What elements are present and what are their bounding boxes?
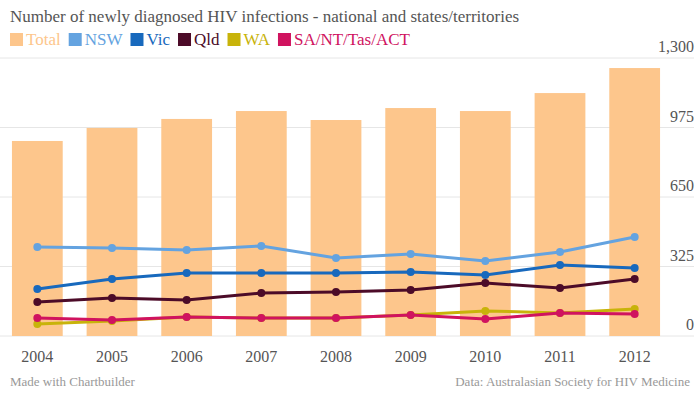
bar xyxy=(236,111,287,336)
x-tick-label: 2008 xyxy=(320,348,352,365)
point xyxy=(257,314,265,322)
line xyxy=(37,309,634,324)
marks xyxy=(12,68,660,336)
x-tick-label: 2007 xyxy=(245,348,277,365)
point xyxy=(481,257,489,265)
point xyxy=(631,233,639,241)
point xyxy=(108,275,116,283)
x-tick-label: 2009 xyxy=(395,348,427,365)
point xyxy=(33,285,41,293)
point xyxy=(556,284,564,292)
point xyxy=(556,248,564,256)
y-tick-label: 0 xyxy=(686,316,694,333)
chart: Number of newly diagnosed HIV infections… xyxy=(0,0,700,394)
x-tick-label: 2012 xyxy=(619,348,651,365)
bar xyxy=(311,120,362,336)
point xyxy=(257,242,265,250)
point xyxy=(257,314,265,322)
point xyxy=(108,244,116,252)
point xyxy=(631,310,639,318)
x-tick-label: 2006 xyxy=(171,348,203,365)
bar xyxy=(87,128,138,336)
y-tick-label: 1,300 xyxy=(658,38,694,55)
x-tick-label: 2010 xyxy=(469,348,501,365)
point xyxy=(481,279,489,287)
point xyxy=(481,271,489,279)
point xyxy=(183,296,191,304)
point xyxy=(407,286,415,294)
legend-swatch xyxy=(178,33,191,46)
point xyxy=(631,275,639,283)
source: Data: Australasian Society for HIV Medic… xyxy=(455,374,690,389)
line xyxy=(37,265,634,289)
legend-label: SA/NT/Tas/ACT xyxy=(294,30,411,49)
legend-swatch xyxy=(228,33,241,46)
bar xyxy=(460,111,511,336)
grid-line xyxy=(0,58,694,59)
point xyxy=(257,289,265,297)
point xyxy=(407,268,415,276)
legend-label: WA xyxy=(244,30,271,49)
point xyxy=(556,309,564,317)
y-tick-label: 650 xyxy=(670,177,694,194)
point xyxy=(183,246,191,254)
x-tick-label: 2011 xyxy=(544,348,575,365)
legend-swatch xyxy=(10,33,23,46)
point xyxy=(556,261,564,269)
grid xyxy=(0,58,694,336)
point xyxy=(481,315,489,323)
point xyxy=(332,314,340,322)
point xyxy=(332,254,340,262)
legend-swatch xyxy=(278,33,291,46)
point xyxy=(33,298,41,306)
point xyxy=(631,264,639,272)
legend-label: Vic xyxy=(146,30,170,49)
point xyxy=(407,311,415,319)
point xyxy=(332,269,340,277)
legend: Total NSW Vic Qld WA SA/NT/Tas/ACT xyxy=(10,30,411,49)
bar xyxy=(161,119,212,336)
point xyxy=(183,269,191,277)
legend-label: Qld xyxy=(194,30,220,49)
point xyxy=(407,250,415,258)
legend-label: NSW xyxy=(85,30,124,49)
x-tick-label: 2004 xyxy=(21,348,53,365)
point xyxy=(33,314,41,322)
x-tick-label: 2005 xyxy=(96,348,128,365)
bar xyxy=(535,93,586,336)
point xyxy=(332,314,340,322)
point xyxy=(108,316,116,324)
y-tick-label: 325 xyxy=(670,247,694,264)
point xyxy=(556,309,564,317)
legend-label: Total xyxy=(26,30,61,49)
point xyxy=(108,294,116,302)
bar xyxy=(12,141,63,336)
point xyxy=(332,288,340,296)
point xyxy=(183,313,191,321)
point xyxy=(407,311,415,319)
point xyxy=(33,243,41,251)
legend-swatch xyxy=(130,33,143,46)
bar xyxy=(385,108,436,336)
point xyxy=(183,313,191,321)
credit: Made with Chartbuilder xyxy=(10,374,136,389)
bar xyxy=(609,68,660,336)
title: Number of newly diagnosed HIV infections… xyxy=(10,7,519,26)
line xyxy=(37,279,634,302)
y-tick-label: 975 xyxy=(670,108,694,125)
point xyxy=(481,307,489,315)
legend-swatch xyxy=(69,33,82,46)
point xyxy=(257,269,265,277)
